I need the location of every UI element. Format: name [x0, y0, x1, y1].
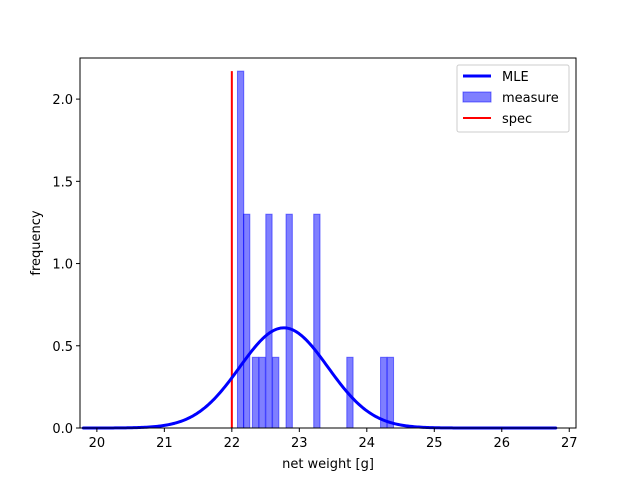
- x-tick-label: 27: [561, 436, 578, 451]
- histogram-bar: [236, 70, 245, 429]
- histogram-bar: [251, 356, 260, 429]
- histogram-bar: [265, 213, 273, 429]
- y-tick-label: 1.0: [52, 258, 73, 273]
- histogram-bar: [386, 356, 395, 429]
- axes-frame: [79, 57, 577, 429]
- x-tick-label: 21: [156, 436, 173, 451]
- x-axis-label: net weight [g]: [282, 457, 374, 472]
- y-tick-label: 0.5: [52, 340, 73, 355]
- legend-box: [456, 64, 570, 133]
- x-tick-label: 20: [89, 436, 106, 451]
- histogram-bar: [243, 213, 251, 429]
- x-tick-label: 24: [359, 436, 376, 451]
- y-axis-label: frequency: [29, 210, 44, 276]
- histogram-bar: [285, 213, 293, 429]
- x-tick-label: 23: [291, 436, 308, 451]
- y-tick-label: 1.5: [52, 175, 73, 190]
- legend-measure-swatch: [462, 91, 492, 103]
- legend: MLE measure spec: [456, 64, 570, 133]
- legend-mle-label: MLE: [502, 70, 529, 85]
- y-tick-label: 0.0: [52, 422, 73, 437]
- histogram-bar: [272, 356, 280, 429]
- x-tick-label: 26: [493, 436, 510, 451]
- histogram-bar: [380, 356, 388, 429]
- y-axis: 0.0 0.5 1.0 1.5 2.0: [52, 93, 80, 437]
- legend-measure-label: measure: [502, 91, 559, 106]
- x-axis: 20 21 22 23 24 25 26 27: [89, 428, 578, 451]
- histogram-bar: [258, 356, 266, 429]
- y-tick-label: 2.0: [52, 93, 73, 108]
- histogram-bar: [313, 213, 321, 429]
- x-tick-label: 22: [224, 436, 241, 451]
- legend-spec-label: spec: [502, 112, 532, 127]
- x-tick-label: 25: [426, 436, 443, 451]
